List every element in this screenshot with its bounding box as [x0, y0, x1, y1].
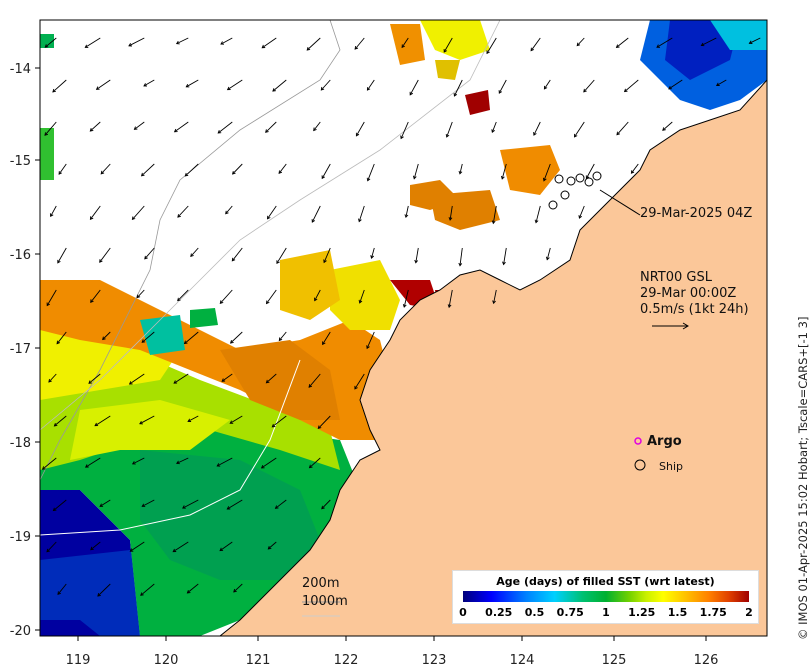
legend-tick-label: 0.5 — [524, 606, 545, 619]
x-tick-label: 122 — [334, 653, 359, 668]
contour-1000m-label: 1000m — [302, 594, 348, 609]
product-label: NRT00 GSL — [640, 270, 712, 285]
legend-title: Age (days) of filled SST (wrt latest) — [496, 575, 715, 588]
x-tick-label: 126 — [694, 653, 719, 668]
copyright-text: © IMOS 01-Apr-2025 15:02 Hobart; Tscale=… — [796, 316, 810, 640]
y-tick-label: -20 — [10, 624, 31, 639]
x-tick-label: 124 — [510, 653, 535, 668]
y-axis: -14 -15 -16 -17 -18 -19 -20 — [10, 62, 40, 639]
x-tick-label: 121 — [246, 653, 271, 668]
legend-tick-label: 1.25 — [628, 606, 656, 619]
legend-tick-label: 0 — [459, 606, 467, 619]
y-tick-label: -19 — [10, 530, 31, 545]
product-date-label: 29-Mar 00:00Z — [640, 286, 737, 301]
x-tick-label: 123 — [422, 653, 447, 668]
y-tick-label: -16 — [10, 248, 31, 263]
y-tick-label: -17 — [10, 342, 31, 357]
x-tick-label: 125 — [602, 653, 627, 668]
y-tick-label: -18 — [10, 436, 31, 451]
age-legend: Age (days) of filled SST (wrt latest) 0 0… — [452, 570, 759, 624]
x-tick-label: 119 — [66, 653, 91, 668]
legend-tick-label: 2 — [745, 606, 753, 619]
legend-tick-label: 1 — [602, 606, 610, 619]
map-panel[interactable]: 29-Mar-2025 04Z NRT00 GSL 29-Mar 00:00Z … — [40, 20, 767, 636]
x-tick-label: 120 — [154, 653, 179, 668]
legend-tick-label: 1.75 — [699, 606, 727, 619]
x-axis: 119 120 121 122 123 124 125 126 — [66, 636, 719, 668]
legend-colorbar — [463, 591, 749, 602]
argo-legend-label: Argo — [647, 434, 682, 449]
sst-map — [40, 20, 767, 636]
legend-tick-label: 0.75 — [556, 606, 584, 619]
contour-200m-label: 200m — [302, 576, 340, 591]
ship-legend-label: Ship — [659, 460, 683, 473]
y-tick-label: -14 — [10, 62, 31, 77]
y-tick-label: -15 — [10, 154, 31, 169]
timestamp-label: 29-Mar-2025 04Z — [640, 206, 753, 221]
legend-tick-label: 1.5 — [667, 606, 688, 619]
scale-label: 0.5m/s (1kt 24h) — [640, 302, 749, 317]
legend-tick-label: 0.25 — [485, 606, 513, 619]
